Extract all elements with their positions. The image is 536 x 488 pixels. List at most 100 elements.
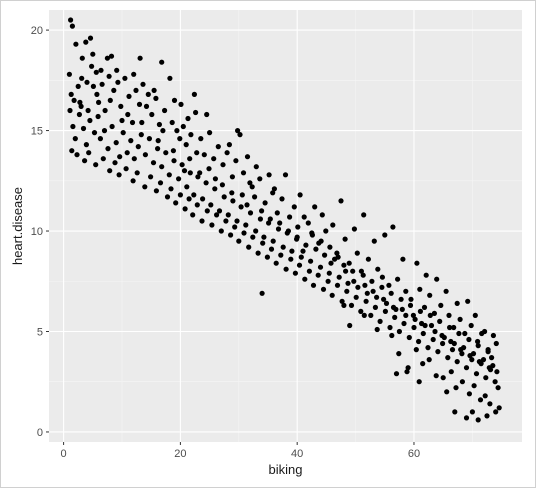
data-point (140, 81, 146, 87)
data-point (494, 369, 500, 375)
data-point (135, 144, 141, 150)
data-point (387, 324, 393, 331)
data-point (426, 357, 432, 363)
data-point (252, 194, 258, 200)
data-point (469, 357, 475, 363)
data-point (408, 296, 414, 302)
data-point (467, 353, 473, 359)
data-point (379, 274, 385, 280)
data-point (431, 310, 437, 316)
data-point (100, 156, 106, 162)
data-point (179, 162, 185, 168)
data-point (493, 340, 499, 347)
data-point (326, 270, 332, 276)
data-point (232, 224, 238, 230)
data-point (228, 232, 234, 238)
data-point (106, 73, 112, 79)
data-point (78, 103, 84, 109)
data-point (247, 210, 254, 216)
data-point (275, 226, 282, 232)
data-point (374, 294, 380, 300)
grid-major (49, 10, 522, 442)
data-point (386, 282, 392, 288)
data-point (68, 17, 74, 23)
data-point (130, 178, 136, 184)
data-point (393, 371, 400, 377)
data-point (151, 87, 157, 93)
data-point (312, 204, 318, 210)
data-point (482, 393, 488, 399)
data-point (163, 150, 169, 156)
data-point (150, 160, 157, 166)
data-point (278, 252, 284, 258)
data-point (86, 150, 92, 156)
data-point (365, 256, 371, 262)
data-point (66, 71, 72, 77)
data-point (240, 170, 247, 176)
data-point (353, 294, 359, 300)
data-point (411, 324, 417, 331)
data-point (343, 268, 349, 274)
data-point (71, 97, 77, 103)
data-point (401, 320, 407, 327)
data-point (268, 246, 275, 252)
data-point (466, 391, 472, 397)
data-point (350, 268, 356, 274)
data-point (153, 188, 159, 194)
data-point (355, 284, 361, 290)
data-point (475, 338, 481, 345)
y-tick-label: 5 (37, 326, 43, 338)
data-point (87, 35, 94, 41)
data-point (90, 83, 96, 89)
data-point (432, 328, 438, 335)
data-point (396, 328, 402, 335)
data-point (229, 190, 235, 196)
data-point (215, 144, 221, 150)
data-point (225, 212, 231, 218)
data-point (480, 357, 487, 363)
data-point (83, 39, 89, 45)
data-point (184, 184, 190, 190)
data-point (479, 330, 485, 337)
data-point (134, 170, 140, 176)
x-axis: 0 20 40 60 (61, 442, 420, 460)
data-point (390, 224, 396, 230)
data-point (453, 385, 459, 391)
data-point (388, 290, 394, 296)
data-point (435, 349, 441, 355)
data-point (336, 274, 342, 280)
data-point (207, 130, 213, 136)
data-point (334, 250, 340, 256)
data-point (170, 148, 176, 154)
data-point (266, 172, 272, 178)
data-point (476, 359, 482, 365)
data-point (403, 288, 409, 294)
data-point (273, 260, 279, 266)
data-point (198, 136, 204, 142)
data-point (97, 136, 103, 142)
data-point (322, 252, 328, 258)
data-point (109, 123, 115, 130)
data-point (128, 138, 134, 144)
data-point (82, 158, 88, 164)
data-point (475, 417, 481, 423)
data-point (199, 218, 205, 224)
data-point (439, 332, 445, 339)
data-point (261, 234, 267, 240)
data-point (407, 302, 414, 308)
data-point (448, 369, 454, 375)
data-point (292, 270, 298, 276)
data-point (421, 304, 428, 310)
data-point (79, 75, 85, 81)
data-point (131, 156, 137, 162)
data-point (483, 375, 489, 381)
data-point (79, 55, 85, 61)
data-point (185, 115, 191, 122)
data-point (379, 284, 385, 290)
data-point (91, 130, 98, 136)
data-point (142, 152, 148, 158)
data-point (90, 51, 96, 57)
data-point (486, 365, 492, 371)
data-point (226, 142, 232, 148)
data-point (358, 268, 364, 274)
